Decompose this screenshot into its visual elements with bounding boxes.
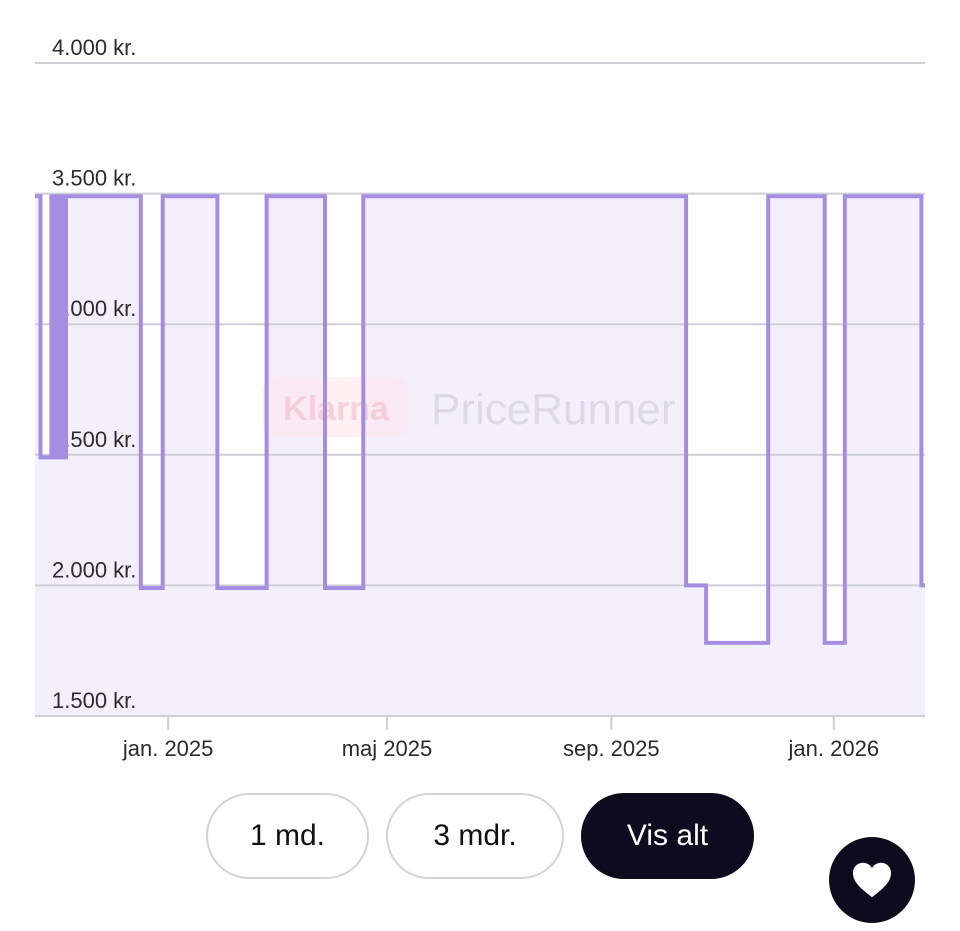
klarna-logo-text: Klarna <box>283 390 390 428</box>
x-tick-label: sep. 2025 <box>563 736 660 761</box>
y-tick-label: 4.000 kr. <box>52 35 136 60</box>
x-tick-label: jan. 2025 <box>122 736 214 761</box>
price-line <box>35 194 925 645</box>
range-3-months-button[interactable]: 3 mdr. <box>386 793 564 879</box>
x-axis-ticks: jan. 2025 maj 2025 sep. 2025 jan. 2026 <box>122 716 879 761</box>
grid <box>35 62 925 717</box>
x-tick-label: jan. 2026 <box>788 736 880 761</box>
price-area <box>35 196 925 716</box>
price-series-line <box>35 194 925 645</box>
range-all-button[interactable]: Vis alt <box>581 793 754 879</box>
price-history-chart: Klarna PriceRunner 1.500 kr.2.000 kr.2.5… <box>35 35 925 761</box>
pricerunner-logo-text: PriceRunner <box>431 385 676 434</box>
y-tick-label: 1.500 kr. <box>52 688 136 713</box>
y-tick-label: 2.000 kr. <box>52 557 136 582</box>
y-tick-label: 3.500 kr. <box>52 166 136 191</box>
favorite-button[interactable] <box>829 837 915 923</box>
heart-icon <box>853 862 891 898</box>
x-tick-label: maj 2025 <box>342 736 433 761</box>
klarna-badge <box>263 377 409 437</box>
area-fill <box>35 196 925 716</box>
watermark: Klarna PriceRunner <box>263 377 676 437</box>
range-1-month-button[interactable]: 1 md. <box>206 793 369 879</box>
